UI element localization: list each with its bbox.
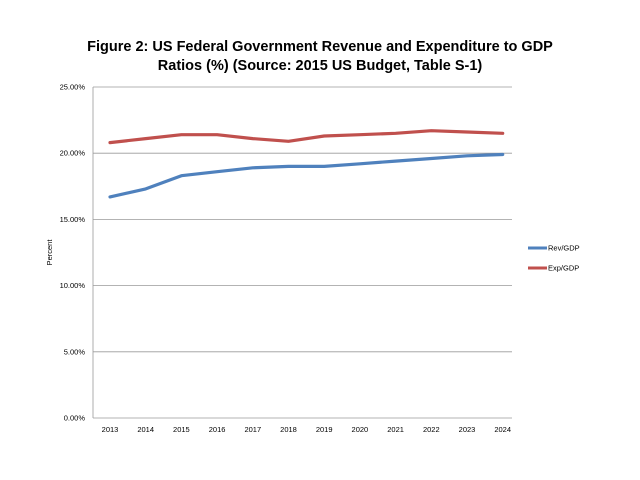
series-lines (108, 129, 505, 199)
x-tick-label: 2018 (280, 425, 297, 434)
x-tick-label: 2019 (316, 425, 333, 434)
gridlines (92, 86, 512, 419)
x-tick-label: 2015 (173, 425, 190, 434)
x-tick-label: 2017 (244, 425, 261, 434)
legend-label: Rev/GDP (548, 244, 580, 253)
y-tick-label: 25.00% (60, 83, 86, 92)
x-tick-label: 2013 (102, 425, 119, 434)
y-tick-label: 15.00% (60, 215, 86, 224)
x-axis-ticks: 2013 2014 2015 2016 2017 2018 2019 2020 2021 2022… (102, 425, 511, 434)
chart-title-line-1: Figure 2: US Federal Government Revenue … (87, 39, 553, 55)
x-tick-label: 2024 (494, 425, 511, 434)
y-tick-label: 10.00% (60, 281, 86, 290)
y-tick-label: 0.00% (64, 414, 86, 423)
x-tick-label: 2021 (387, 425, 404, 434)
x-tick-label: 2023 (459, 425, 476, 434)
y-axis-ticks: 0.00% 5.00% 10.00% 15.00% 20.00% 25.00% (60, 83, 86, 423)
chart-title: Figure 2: US Federal Government Revenue … (40, 38, 600, 76)
x-tick-label: 2014 (137, 425, 154, 434)
series-line-rev-gdp (108, 152, 505, 199)
chart-title-line-2: Ratios (%) (Source: 2015 US Budget, Tabl… (157, 58, 483, 74)
legend-label: Exp/GDP (548, 264, 579, 273)
y-axis-label: Percent (45, 239, 54, 266)
x-tick-label: 2016 (209, 425, 226, 434)
x-tick-label: 2022 (423, 425, 440, 434)
series-line-exp-gdp (108, 129, 505, 145)
legend: Rev/GDP Exp/GDP (528, 244, 580, 273)
y-tick-label: 5.00% (64, 347, 86, 356)
x-tick-label: 2020 (352, 425, 369, 434)
y-tick-label: 20.00% (60, 149, 86, 158)
